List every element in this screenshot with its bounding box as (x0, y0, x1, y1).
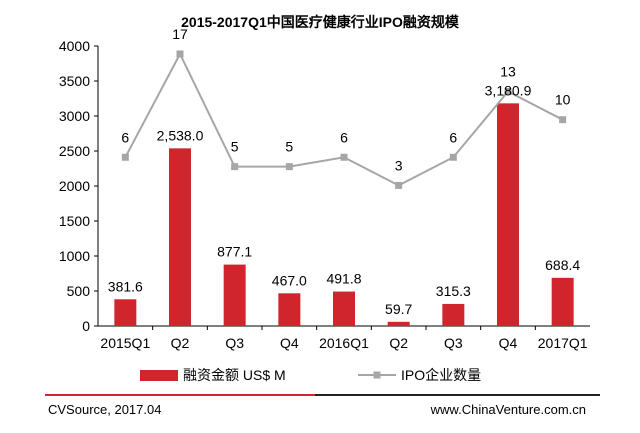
bar-value-label: 877.1 (217, 244, 252, 260)
bar (114, 299, 137, 326)
footer-website: www.ChinaVenture.com.cn (430, 402, 586, 417)
bar-series (114, 103, 574, 326)
x-tick-label: Q3 (444, 335, 463, 351)
line-point (231, 163, 239, 171)
line-series (121, 50, 567, 189)
bar-value-label: 2,538.0 (157, 127, 204, 143)
line-value-label: 5 (231, 139, 239, 155)
bar (333, 291, 355, 326)
x-tick-label: 2017Q1 (538, 335, 588, 351)
bar-value-label: 59.7 (385, 301, 412, 317)
line-point (449, 153, 457, 161)
line-value-label: 6 (340, 129, 348, 145)
legend-bar-label: 融资金额 US$ M (183, 367, 286, 383)
y-tick-label: 3000 (59, 108, 90, 124)
line-point (340, 153, 348, 161)
line-value-label: 3 (395, 157, 403, 173)
data-labels: 381.6 2,538.0 877.1 467.0 491.8 59.7 315.3 3,18… (108, 26, 581, 317)
bar (497, 103, 519, 326)
bar-value-label: 315.3 (436, 283, 471, 299)
y-tick-label: 1500 (59, 213, 90, 229)
legend-line-marker (373, 371, 381, 379)
bar-value-label: 3,180.9 (485, 82, 532, 98)
bar-value-label: 688.4 (545, 257, 580, 273)
bar-value-label: 381.6 (108, 278, 143, 294)
legend-line-label: IPO企业数量 (401, 367, 481, 383)
chart-title: 2015-2017Q1中国医疗健康行业IPO融资规模 (181, 14, 460, 30)
y-tick-label: 1000 (59, 248, 90, 264)
line-point (395, 181, 403, 189)
line-point (504, 88, 512, 96)
bar-value-label: 491.8 (326, 271, 361, 287)
y-tick-label: 500 (67, 283, 91, 299)
x-tick-label: Q2 (389, 335, 408, 351)
bar (169, 148, 191, 326)
y-tick-label: 2000 (59, 178, 90, 194)
x-tick-label: 2015Q1 (100, 335, 150, 351)
line-value-label: 6 (121, 129, 129, 145)
axes: 0 500 1000 1500 2000 2500 3000 3500 4000 2015Q1 Q2… (59, 38, 590, 351)
x-tick-label: Q3 (225, 335, 244, 351)
bar-value-label: 467.0 (272, 272, 307, 288)
legend: 融资金额 US$ M IPO企业数量 (140, 367, 481, 383)
footer: CVSource, 2017.04 www.ChinaVenture.com.c… (45, 394, 600, 417)
bar (387, 321, 410, 326)
y-tick-label: 2500 (59, 143, 90, 159)
x-tick-label: Q4 (280, 335, 299, 351)
line-value-label: 6 (449, 129, 457, 145)
bar (223, 264, 246, 326)
line-point (559, 116, 567, 124)
line-point (285, 163, 293, 171)
x-tick-label: Q4 (499, 335, 518, 351)
y-tick-label: 0 (82, 318, 90, 334)
x-tick-label: 2016Q1 (319, 335, 369, 351)
line-point (121, 153, 129, 161)
footer-source: CVSource, 2017.04 (48, 402, 161, 417)
bar (278, 293, 301, 326)
bar (442, 303, 465, 326)
y-tick-label: 4000 (59, 38, 90, 54)
bar (551, 277, 574, 326)
line-value-label: 17 (172, 26, 188, 42)
y-tick-label: 3500 (59, 73, 90, 89)
x-tick-label: Q2 (171, 335, 190, 351)
line-value-label: 13 (500, 64, 516, 80)
line-value-label: 10 (555, 92, 571, 108)
line-value-label: 5 (285, 139, 293, 155)
line-point (176, 50, 184, 58)
legend-bar-swatch (140, 370, 178, 381)
